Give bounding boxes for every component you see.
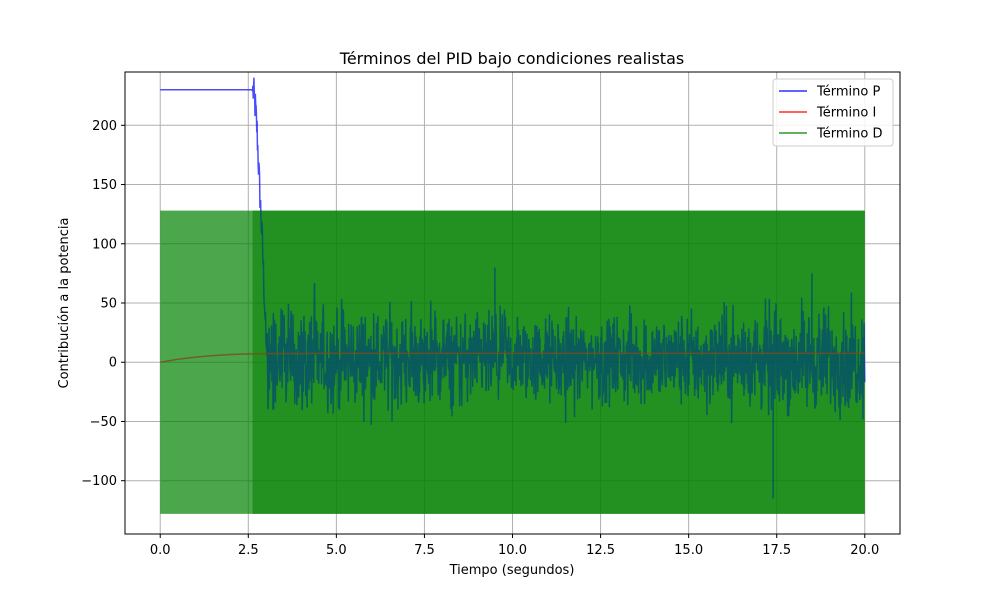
- y-tick-label: 150: [92, 178, 117, 193]
- x-tick-label: 17.5: [762, 543, 791, 558]
- y-tick-label: 100: [92, 237, 117, 252]
- y-axis-label: Contribución a la potencia: [57, 218, 72, 389]
- x-axis-ticks: 0.0 2.5 5.0 7.5 10.0 12.5 15.0 17.5 20.0: [150, 534, 879, 558]
- x-tick-label: 10.0: [498, 543, 527, 558]
- y-tick-label: −100: [81, 474, 117, 489]
- x-tick-label: 12.5: [586, 543, 615, 558]
- legend-entry: Término D: [816, 127, 882, 142]
- x-tick-label: 0.0: [150, 543, 171, 558]
- x-tick-label: 7.5: [414, 543, 435, 558]
- legend-entry: Término P: [816, 85, 880, 100]
- y-tick-label: 50: [100, 297, 117, 312]
- plot-content: [160, 77, 866, 514]
- y-tick-label: 0: [109, 356, 117, 371]
- legend: Término P Término I Término D: [772, 78, 894, 147]
- series-d-overlay: [252, 210, 865, 514]
- x-tick-label: 20.0: [850, 543, 879, 558]
- legend-entry: Término I: [816, 106, 876, 121]
- x-tick-label: 2.5: [238, 543, 259, 558]
- x-tick-label: 5.0: [326, 543, 347, 558]
- y-tick-label: 200: [92, 119, 117, 134]
- chart-title: Términos del PID bajo condiciones realis…: [339, 49, 684, 68]
- x-axis-label: Tiempo (segundos): [449, 563, 575, 578]
- y-tick-label: −50: [90, 415, 117, 430]
- series-i-line: [160, 352, 865, 363]
- legend-box: [772, 78, 894, 147]
- y-axis-ticks: −100 −50 0 50 100 150 200: [81, 119, 125, 489]
- x-tick-label: 15.0: [674, 543, 703, 558]
